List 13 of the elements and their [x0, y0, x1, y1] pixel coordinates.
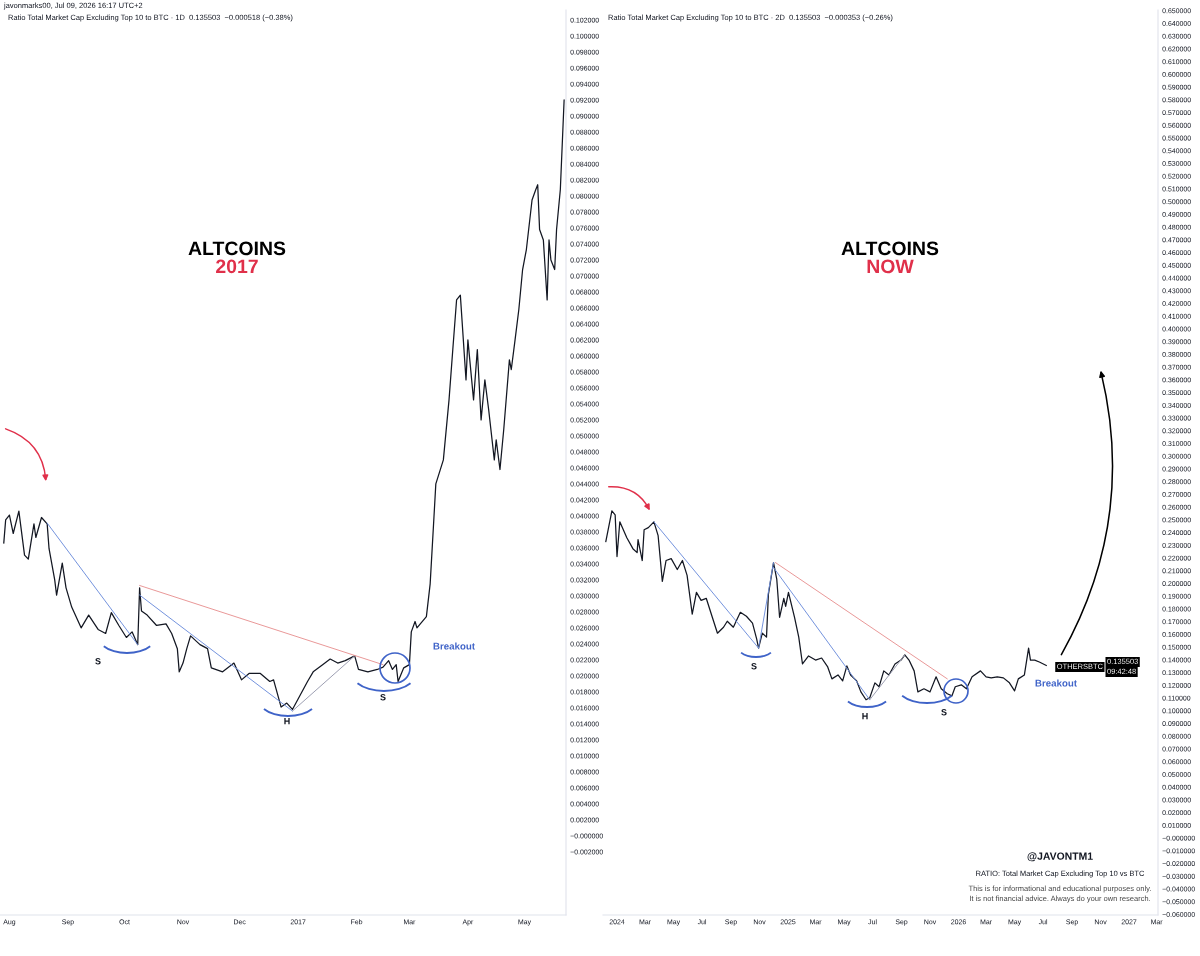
text: ALTCOINS	[841, 241, 939, 256]
text: 2017	[216, 259, 258, 274]
annotation: S	[95, 658, 101, 665]
annotation: Breakout	[433, 642, 475, 650]
annotation: S	[941, 709, 947, 716]
annotation: Breakout	[1035, 679, 1077, 687]
annotation: H	[862, 713, 868, 720]
annotation: @JAVONTM1	[1027, 852, 1093, 862]
annotation: S	[751, 663, 757, 670]
text: NOW	[867, 259, 914, 274]
text: ALTCOINS	[188, 241, 286, 256]
annotation: H	[284, 718, 290, 725]
annotation: S	[380, 694, 386, 701]
